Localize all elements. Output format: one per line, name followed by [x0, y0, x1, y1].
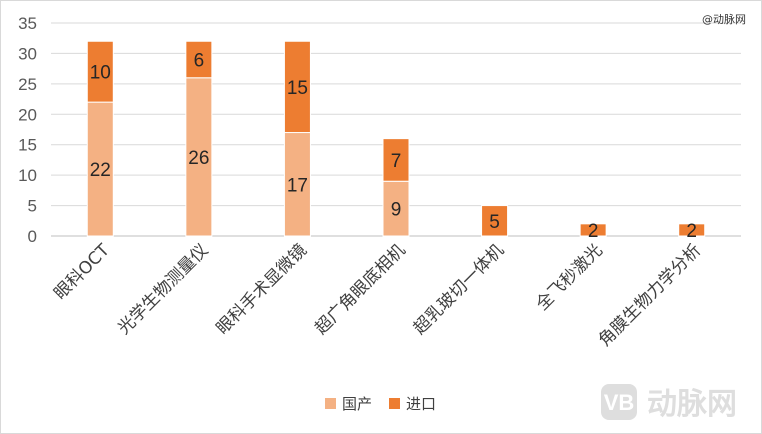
- y-tick-label: 35: [18, 14, 37, 33]
- category-label: 角膜生物力学分析: [595, 240, 705, 350]
- legend-swatch-import: [389, 398, 400, 409]
- category-label: 眼科手术显微镜: [213, 240, 311, 338]
- y-tick-label: 10: [18, 166, 37, 185]
- watermark-name: 动脉网: [647, 387, 737, 422]
- bar-domestic: [185, 77, 213, 237]
- category-label: 眼科OCT: [50, 240, 114, 304]
- data-label: 10: [90, 63, 111, 84]
- y-tick-label: 0: [28, 227, 37, 246]
- bar-import: [86, 40, 114, 103]
- y-tick-label: 30: [18, 44, 37, 63]
- legend-swatch-domestic: [325, 398, 336, 409]
- y-tick-label: 5: [28, 197, 37, 216]
- bar-domestic: [86, 101, 114, 237]
- data-label: 6: [194, 51, 205, 72]
- data-label: 26: [188, 148, 209, 169]
- bar-import: [678, 223, 706, 237]
- bar-import: [579, 223, 607, 237]
- legend-label-import: 进口: [406, 395, 436, 413]
- watermark-logo-text: VB: [604, 390, 635, 415]
- bar-import: [185, 40, 213, 79]
- bar-import: [481, 205, 509, 237]
- category-label: 光学生物测量仪: [114, 240, 212, 338]
- credit-text: @动脉网: [702, 12, 746, 26]
- category-label: 超广角眼底相机: [311, 240, 409, 338]
- y-tick-label: 15: [18, 136, 37, 155]
- data-label: 2: [686, 221, 697, 242]
- data-label: 22: [90, 160, 111, 181]
- bar-import: [283, 40, 311, 134]
- y-axis-ticks: 0 5 10 15 20 25 30 35: [18, 14, 37, 246]
- category-label: 全飞秒激光: [532, 240, 606, 314]
- bars: [86, 40, 706, 237]
- watermark: VB 动脉网: [601, 384, 737, 422]
- data-label: 15: [287, 78, 308, 99]
- legend-label-domestic: 国产: [342, 395, 372, 413]
- data-label: 7: [391, 151, 402, 172]
- category-labels: 眼科OCT 光学生物测量仪 眼科手术显微镜 超广角眼底相机 超乳玻切一体机 全飞秒激光角膜…: [50, 240, 705, 351]
- category-label: 超乳玻切一体机: [410, 240, 508, 338]
- y-tick-label: 25: [18, 75, 37, 94]
- data-label: 9: [391, 200, 402, 221]
- bar-domestic: [283, 132, 311, 237]
- data-label: 17: [287, 175, 308, 196]
- data-label: 5: [489, 212, 500, 233]
- bar-import: [382, 138, 410, 182]
- data-label: 2: [588, 221, 599, 242]
- y-tick-label: 20: [18, 105, 37, 124]
- watermark-logo-icon: [601, 384, 637, 420]
- legend: 国产 进口: [325, 395, 436, 413]
